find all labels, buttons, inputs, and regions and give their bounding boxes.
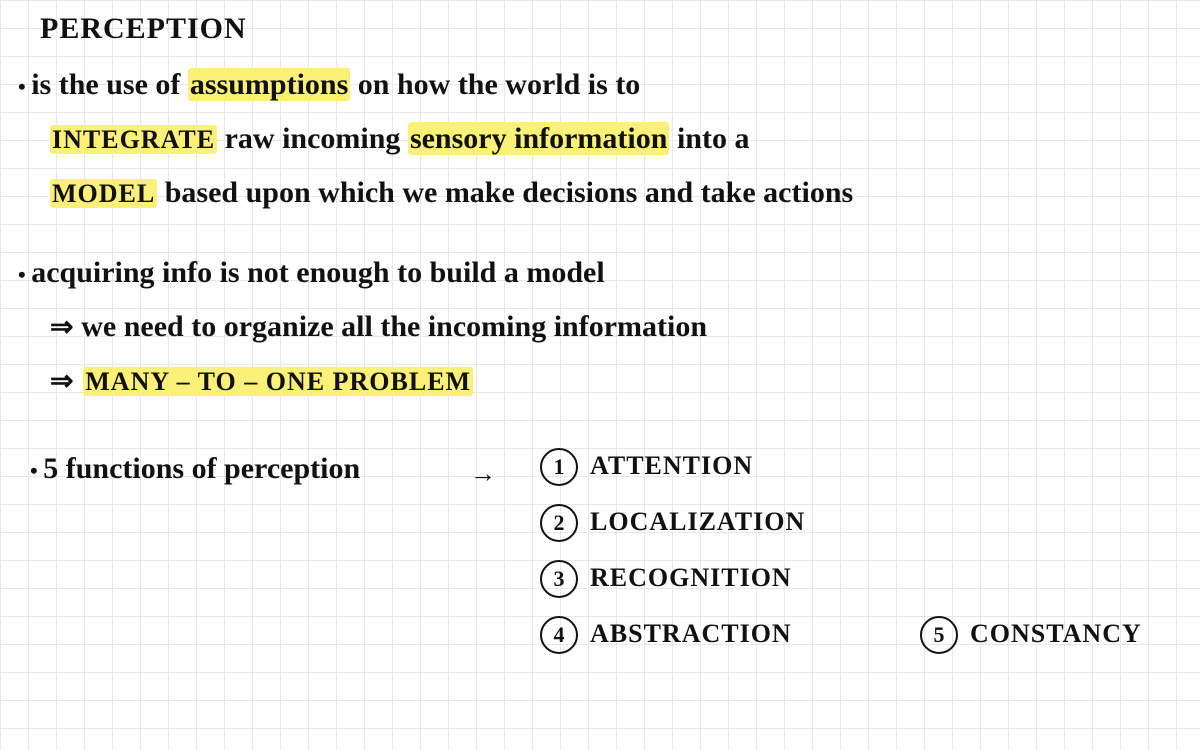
item-5-label: CONSTANCY (970, 619, 1142, 648)
item-1-label: ATTENTION (590, 451, 753, 480)
arrow-icon (470, 456, 496, 490)
p2-l3-highlight: MANY – TO – ONE PROBLEM (83, 367, 473, 396)
p1-l2a-highlight: INTEGRATE (50, 125, 217, 154)
p1-l3a-highlight: MODEL (50, 179, 157, 208)
circled-number-3: 3 (540, 560, 578, 598)
bullet-2: acquiring info is not enough to build a … (18, 256, 605, 290)
p1-line2: INTEGRATE raw incoming sensory informati… (50, 122, 749, 156)
p1-l1c: on how the world is to (358, 68, 641, 101)
item-2-label: LOCALIZATION (590, 507, 805, 536)
bullet-1: is the use of assumptions on how the wor… (18, 68, 640, 102)
p1-l1b-highlight: assumptions (188, 68, 350, 101)
p1-l2c-highlight: sensory information (408, 122, 670, 155)
list-item-1: 1 ATTENTION (540, 448, 753, 486)
bullet-3: 5 functions of perception (30, 452, 360, 486)
p1-l3b: based upon which we make decisions and t… (165, 176, 853, 209)
circled-number-2: 2 (540, 504, 578, 542)
p3-lead: 5 functions of perception (43, 452, 360, 485)
circled-number-1: 1 (540, 448, 578, 486)
circled-number-5: 5 (920, 616, 958, 654)
list-item-4: 4 ABSTRACTION (540, 616, 792, 654)
p1-l2b: raw incoming (225, 122, 401, 155)
p1-line3: MODEL based upon which we make decisions… (50, 176, 853, 210)
list-item-5: 5 CONSTANCY (920, 616, 1142, 654)
p1-l2d: into a (677, 122, 750, 155)
item-3-label: RECOGNITION (590, 563, 792, 592)
circled-number-4: 4 (540, 616, 578, 654)
page-title: PERCEPTION (40, 12, 247, 46)
p2-line2: we need to organize all the incoming inf… (50, 310, 707, 344)
item-4-label: ABSTRACTION (590, 619, 792, 648)
list-item-2: 2 LOCALIZATION (540, 504, 805, 542)
p2-line3: MANY – TO – ONE PROBLEM (50, 364, 473, 397)
list-item-3: 3 RECOGNITION (540, 560, 792, 598)
p1-l1a: is the use of (31, 68, 180, 101)
